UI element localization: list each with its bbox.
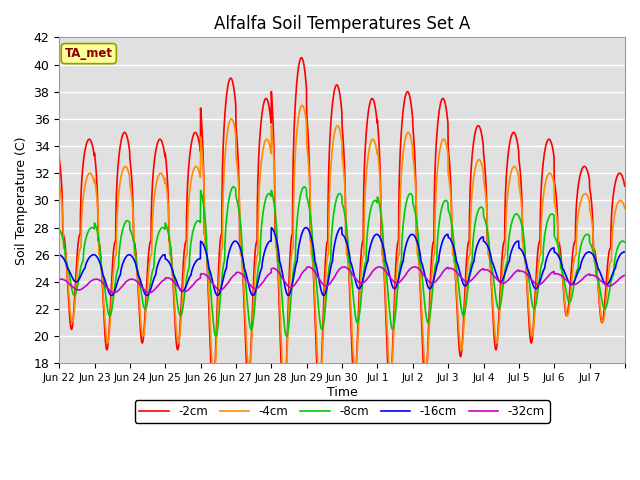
-32cm [55,276,63,282]
-8cm [112,277,120,283]
-2cm [280,408,287,414]
-2cm [513,136,520,142]
-16cm [234,240,242,246]
-8cm [376,207,384,213]
-16cm [613,258,621,264]
-32cm [110,290,118,296]
-4cm [234,169,241,175]
-8cm [545,215,552,221]
-2cm [234,148,241,154]
-32cm [513,268,520,274]
-4cm [298,102,306,108]
-4cm [621,205,628,211]
-8cm [513,211,520,217]
-2cm [112,238,120,244]
-4cm [280,388,288,394]
Legend: -2cm, -4cm, -8cm, -16cm, -32cm: -2cm, -4cm, -8cm, -16cm, -32cm [134,400,550,423]
-16cm [513,239,520,244]
-4cm [376,184,384,190]
-4cm [112,252,120,258]
-32cm [545,273,552,278]
-4cm [55,181,63,187]
-4cm [545,171,552,177]
Title: Alfalfa Soil Temperatures Set A: Alfalfa Soil Temperatures Set A [214,15,470,33]
-16cm [108,293,115,299]
-32cm [613,278,621,284]
Line: -16cm: -16cm [59,228,625,296]
-8cm [621,240,628,245]
X-axis label: Time: Time [326,386,358,399]
-2cm [298,55,305,60]
-4cm [513,167,520,172]
-32cm [234,269,242,275]
-16cm [376,235,384,241]
-8cm [55,226,63,232]
-2cm [376,178,384,183]
-2cm [613,173,621,179]
-32cm [621,273,628,278]
-4cm [613,202,621,207]
-8cm [613,246,621,252]
-16cm [545,250,552,256]
-8cm [230,184,237,190]
Line: -2cm: -2cm [59,58,625,411]
-8cm [234,203,242,209]
-16cm [55,252,63,258]
-32cm [112,289,120,295]
-2cm [545,136,552,142]
Y-axis label: Soil Temperature (C): Soil Temperature (C) [15,136,28,264]
-16cm [112,285,120,290]
Line: -4cm: -4cm [59,105,625,391]
Text: TA_met: TA_met [65,47,113,60]
-32cm [340,264,348,270]
-32cm [376,264,384,270]
-16cm [302,225,310,230]
Line: -32cm: -32cm [59,267,625,293]
-8cm [212,333,220,339]
-16cm [621,249,628,255]
Line: -8cm: -8cm [59,187,625,336]
-2cm [621,183,628,189]
-2cm [55,155,63,160]
